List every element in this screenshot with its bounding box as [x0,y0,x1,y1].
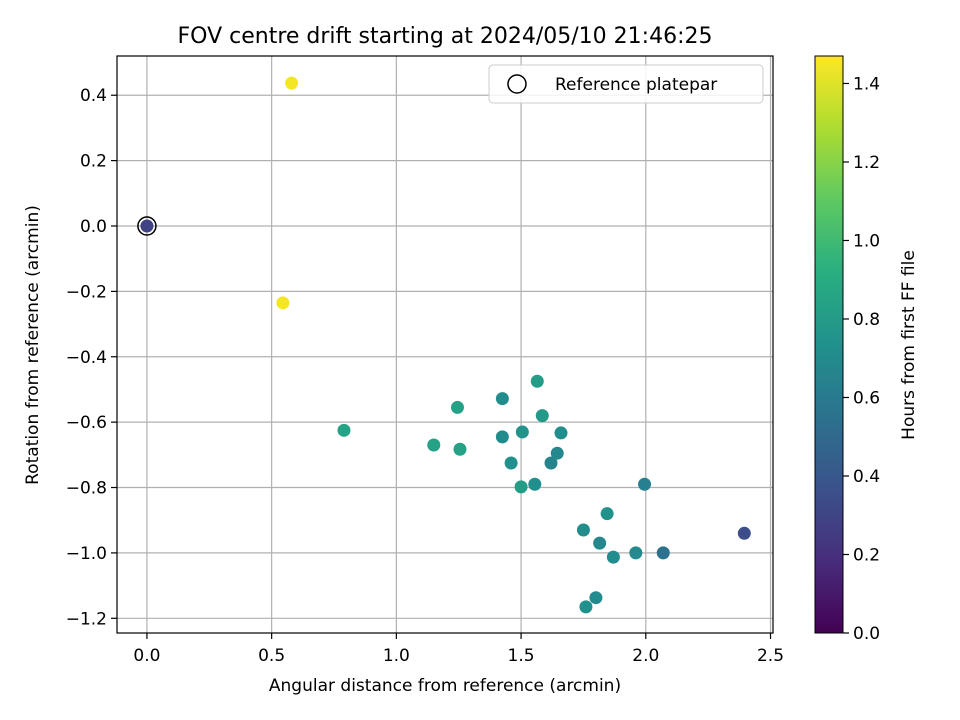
data-point [427,438,441,452]
plot-frame [116,55,774,634]
colorbar-tick-label: 0.0 [853,624,880,644]
colorbar-tick-label: 0.6 [853,388,880,408]
colorbar-tick-label: 0.8 [853,310,880,330]
y-tick-label: 0.4 [80,86,107,106]
data-point [495,430,509,444]
plot-area: 0.0 0.5 1.0 1.5 2.0 2.5 0.4 0.2 0.0 −0.2 −0.4 −0.6… [66,55,784,666]
colorbar-tick-label: 1.0 [853,231,880,251]
data-point [629,546,643,560]
data-point [140,219,154,233]
data-point [554,426,568,440]
y-tick-label: −0.8 [66,479,107,499]
y-tick-label: −1.0 [66,544,107,564]
legend-label: Reference platepar [555,75,717,95]
data-point [593,536,607,550]
data-point [579,600,593,614]
x-axis-label: Angular distance from reference (arcmin) [269,676,621,696]
colorbar: 0.0 0.2 0.4 0.6 0.8 1.0 1.2 1.4 Hours from firs… [814,55,919,644]
y-tick-label: −1.2 [66,609,107,629]
colorbar-label: Hours from first FF file [899,250,919,440]
x-tick-label: 2.0 [632,646,659,666]
data-point [453,442,467,456]
data-point [530,374,544,388]
x-tick-label: 1.0 [383,646,410,666]
grid [117,56,773,633]
data-point [544,456,558,470]
y-tick-label: −0.6 [66,413,107,433]
colorbar-tick-label: 0.4 [853,467,880,487]
data-point [656,546,670,560]
data-point [576,523,590,537]
data-point [535,409,549,423]
colorbar-tick-label: 1.4 [853,74,880,94]
colorbar-tick-label: 1.2 [853,153,880,173]
colorbar-ticks: 0.0 0.2 0.4 0.6 0.8 1.0 1.2 1.4 [843,74,880,644]
y-tick-label: −0.4 [66,348,107,368]
y-tick-label: −0.2 [66,282,107,302]
data-point [600,507,614,521]
y-axis-label: Rotation from reference (arcmin) [23,205,43,485]
y-tick-label: 0.0 [80,217,107,237]
x-tick-label: 0.5 [258,646,285,666]
data-point [337,423,351,437]
data-point [285,76,299,90]
data-point [276,296,290,310]
legend-marker-hollow-circle [507,74,527,94]
colorbar-tick-label: 0.2 [853,545,880,565]
x-tick-label: 1.5 [508,646,535,666]
data-point [495,392,509,406]
colorbar-gradient [814,55,844,634]
data-point [515,425,529,439]
data-point [589,591,603,605]
data-point [514,480,528,494]
data-points [140,76,751,614]
data-point [606,550,620,564]
data-point [550,446,564,460]
legend-box [488,64,764,104]
x-axis-ticks: 0.0 0.5 1.0 1.5 2.0 2.5 [133,633,784,666]
chart-title: FOV centre drift starting at 2024/05/10 … [178,24,713,49]
data-point [504,456,518,470]
y-axis-ticks: 0.4 0.2 0.0 −0.2 −0.4 −0.6 −0.8 −1.0 −1.2 [66,86,117,629]
x-tick-label: 0.0 [133,646,160,666]
x-tick-label: 2.5 [757,646,784,666]
reference-point-marker [137,216,157,236]
data-point [737,526,751,540]
data-point [638,477,652,491]
data-point [528,477,542,491]
y-tick-label: 0.2 [80,152,107,172]
legend: Reference platepar [488,64,764,104]
data-point [450,400,464,414]
